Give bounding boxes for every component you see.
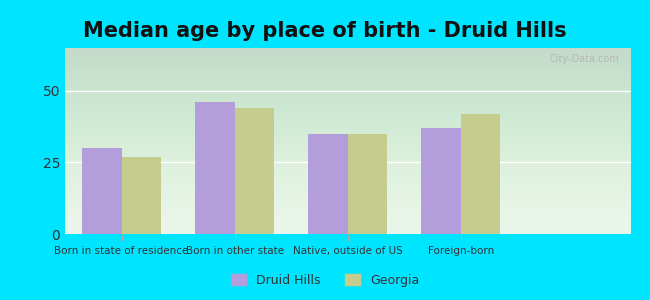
Bar <box>461 114 500 234</box>
Text: Median age by place of birth - Druid Hills: Median age by place of birth - Druid Hil… <box>83 21 567 41</box>
Bar <box>122 157 161 234</box>
Bar <box>82 148 122 234</box>
Bar <box>235 108 274 234</box>
Text: City-Data.com: City-Data.com <box>549 54 619 64</box>
Bar <box>421 128 461 234</box>
Bar <box>195 102 235 234</box>
Legend: Druid Hills, Georgia: Druid Hills, Georgia <box>227 270 423 291</box>
Bar <box>348 134 387 234</box>
Bar <box>308 134 348 234</box>
